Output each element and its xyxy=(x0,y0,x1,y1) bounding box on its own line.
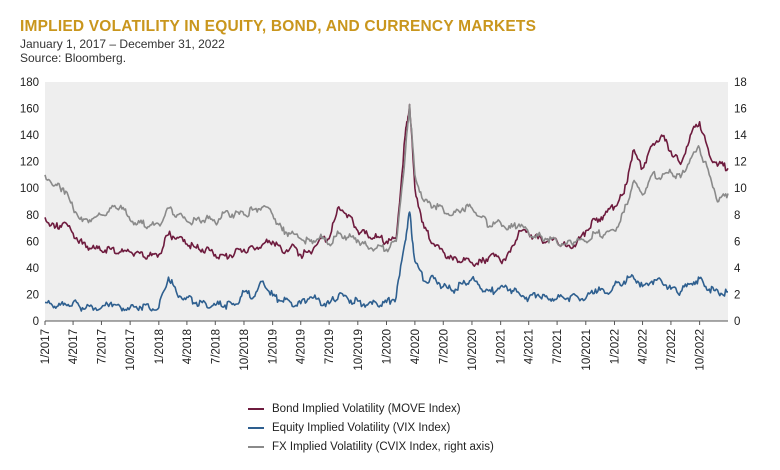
y-left-tick-label: 120 xyxy=(20,157,39,169)
legend-label-bond: Bond Implied Volatility (MOVE Index) xyxy=(272,402,461,415)
chart-legend: Bond Implied Volatility (MOVE Index) Equ… xyxy=(248,399,494,456)
x-tick-label: 1/2021 xyxy=(496,329,508,364)
date-range: January 1, 2017 – December 31, 2022 xyxy=(20,37,225,51)
x-tick-label: 1/2017 xyxy=(40,329,52,364)
series-line-equity xyxy=(44,211,729,312)
y-right-tick-label: 8 xyxy=(734,210,740,222)
x-tick-label: 7/2022 xyxy=(666,329,678,364)
x-tick-label: 7/2020 xyxy=(438,329,450,364)
y-left-tick-label: 60 xyxy=(26,236,39,248)
y-left-tick-label: 180 xyxy=(20,77,39,89)
y-left-tick-label: 20 xyxy=(26,289,39,301)
y-right-tick-label: 18 xyxy=(734,77,747,89)
x-tick-label: 1/2019 xyxy=(268,329,280,364)
x-tick-label: 1/2018 xyxy=(154,329,166,364)
x-tick-label: 4/2022 xyxy=(638,329,650,364)
series-line-fx xyxy=(44,103,729,253)
y-right-tick-label: 4 xyxy=(734,263,741,275)
legend-item-fx: FX Implied Volatility (CVIX Index, right… xyxy=(248,437,494,456)
y-right-tick-label: 10 xyxy=(734,183,747,195)
plot-area xyxy=(45,82,728,321)
y-right-tick-label: 6 xyxy=(734,236,740,248)
y-right-tick-label: 12 xyxy=(734,157,747,169)
series-line-bond xyxy=(44,103,729,267)
y-left-tick-label: 0 xyxy=(33,316,39,328)
legend-label-fx: FX Implied Volatility (CVIX Index, right… xyxy=(272,440,494,453)
x-tick-label: 10/2022 xyxy=(695,329,707,371)
x-tick-label: 10/2019 xyxy=(353,329,365,371)
x-tick-label: 10/2018 xyxy=(239,329,251,371)
y-left-tick-label: 160 xyxy=(20,104,39,116)
y-left-tick-label: 80 xyxy=(26,210,39,222)
chart-subtitle: January 1, 2017 – December 31, 2022 Sour… xyxy=(20,37,225,65)
y-left-tick-label: 100 xyxy=(20,183,39,195)
y-left-tick-label: 40 xyxy=(26,263,39,275)
x-tick-label: 7/2018 xyxy=(210,329,222,364)
x-tick-label: 4/2017 xyxy=(68,329,80,364)
source-note: Source: Bloomberg. xyxy=(20,51,127,65)
x-tick-label: 4/2020 xyxy=(410,329,422,364)
x-tick-label: 7/2017 xyxy=(96,329,108,364)
x-tick-label: 10/2017 xyxy=(125,329,137,371)
x-tick-label: 7/2019 xyxy=(324,329,336,364)
legend-swatch-fx xyxy=(248,445,264,448)
x-tick-label: 7/2021 xyxy=(552,329,564,364)
x-tick-label: 10/2021 xyxy=(581,329,593,371)
y-right-tick-label: 16 xyxy=(734,104,747,116)
legend-label-equity: Equity Implied Volatility (VIX Index) xyxy=(272,421,451,434)
chart-title: IMPLIED VOLATILITY IN EQUITY, BOND, AND … xyxy=(20,18,537,35)
legend-item-equity: Equity Implied Volatility (VIX Index) xyxy=(248,418,494,437)
x-tick-label: 4/2021 xyxy=(524,329,536,364)
x-tick-label: 1/2022 xyxy=(609,329,621,364)
legend-swatch-equity xyxy=(248,426,264,429)
x-tick-label: 4/2018 xyxy=(182,329,194,364)
y-right-tick-label: 2 xyxy=(734,289,740,301)
y-left-tick-label: 140 xyxy=(20,130,39,142)
x-tick-label: 10/2020 xyxy=(467,329,479,371)
y-right-tick-label: 14 xyxy=(734,130,747,142)
y-right-tick-label: 0 xyxy=(734,316,740,328)
legend-item-bond: Bond Implied Volatility (MOVE Index) xyxy=(248,399,494,418)
x-tick-label: 1/2020 xyxy=(382,329,394,364)
legend-swatch-bond xyxy=(248,407,264,410)
x-tick-label: 4/2019 xyxy=(296,329,308,364)
